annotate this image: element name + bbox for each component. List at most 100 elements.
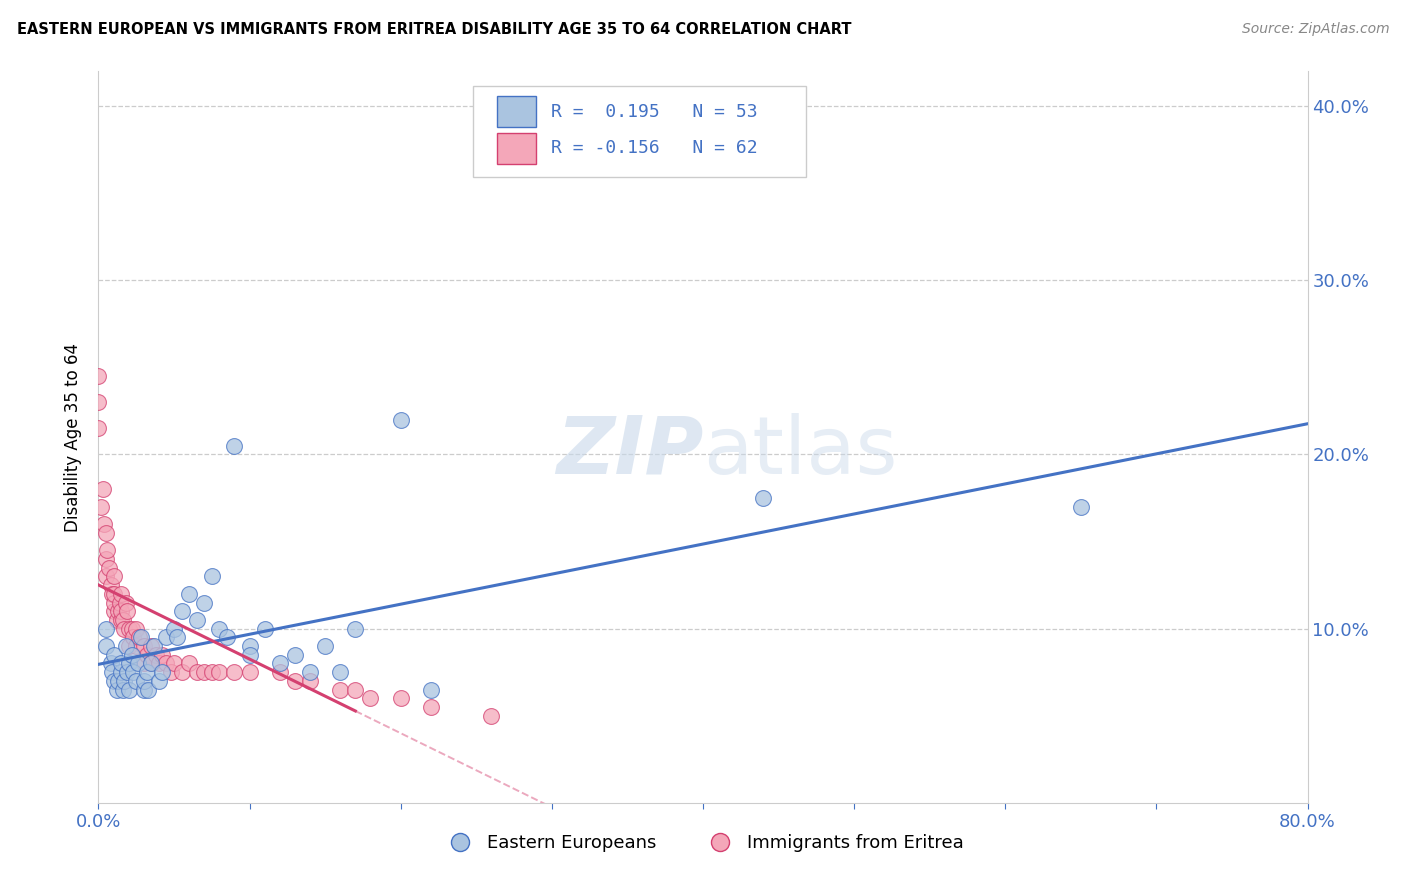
Point xyxy=(103,673,125,688)
Point xyxy=(93,517,115,532)
Point xyxy=(111,613,134,627)
Point xyxy=(208,665,231,680)
Point xyxy=(127,657,149,671)
Point xyxy=(114,595,136,609)
Point xyxy=(115,604,138,618)
Point xyxy=(118,639,141,653)
Point xyxy=(100,578,122,592)
Point xyxy=(1070,500,1092,514)
Point xyxy=(105,613,128,627)
Point xyxy=(299,665,322,680)
Point xyxy=(160,665,183,680)
Point xyxy=(215,631,238,645)
Point xyxy=(163,622,186,636)
Point xyxy=(170,604,193,618)
Point xyxy=(186,665,208,680)
Point xyxy=(239,665,262,680)
Point xyxy=(201,569,224,583)
Point xyxy=(155,657,177,671)
Point xyxy=(107,673,129,688)
FancyBboxPatch shape xyxy=(498,96,536,127)
Point xyxy=(122,665,145,680)
Point xyxy=(98,560,121,574)
Point xyxy=(128,631,150,645)
Point xyxy=(115,665,138,680)
Point xyxy=(299,673,322,688)
Point xyxy=(118,682,141,697)
Point xyxy=(179,587,201,601)
Point xyxy=(94,552,117,566)
Point xyxy=(110,604,132,618)
Point xyxy=(132,673,155,688)
Point xyxy=(239,639,262,653)
Legend: Eastern Europeans, Immigrants from Eritrea: Eastern Europeans, Immigrants from Eritr… xyxy=(434,827,972,860)
Point xyxy=(389,412,412,426)
Text: atlas: atlas xyxy=(703,413,897,491)
Y-axis label: Disability Age 35 to 64: Disability Age 35 to 64 xyxy=(65,343,83,532)
Text: R = -0.156   N = 62: R = -0.156 N = 62 xyxy=(551,139,758,157)
Point xyxy=(129,631,152,645)
Point xyxy=(752,491,775,505)
Point xyxy=(163,657,186,671)
Point xyxy=(108,595,131,609)
Point xyxy=(284,648,307,662)
Point xyxy=(125,673,148,688)
Point xyxy=(186,613,208,627)
Point xyxy=(96,543,118,558)
Point xyxy=(111,682,134,697)
Point xyxy=(105,682,128,697)
Point xyxy=(148,673,170,688)
Point xyxy=(90,500,112,514)
Point xyxy=(94,525,117,540)
Point xyxy=(87,395,110,409)
Point xyxy=(208,622,231,636)
Point xyxy=(136,682,159,697)
Point xyxy=(125,639,148,653)
Text: Source: ZipAtlas.com: Source: ZipAtlas.com xyxy=(1241,22,1389,37)
Point xyxy=(150,648,173,662)
Point xyxy=(420,682,443,697)
Point xyxy=(103,569,125,583)
Point xyxy=(360,691,382,706)
Point xyxy=(284,673,307,688)
Point xyxy=(193,595,215,609)
Point xyxy=(94,569,117,583)
Point xyxy=(155,631,177,645)
Point xyxy=(481,708,503,723)
Point xyxy=(193,665,215,680)
Point xyxy=(87,421,110,435)
Point xyxy=(135,648,157,662)
Point xyxy=(132,682,155,697)
Text: ZIP: ZIP xyxy=(555,413,703,491)
Point xyxy=(329,665,352,680)
Point xyxy=(94,639,117,653)
Point xyxy=(132,639,155,653)
Text: R =  0.195   N = 53: R = 0.195 N = 53 xyxy=(551,103,758,120)
Point xyxy=(143,639,166,653)
Point xyxy=(224,439,246,453)
FancyBboxPatch shape xyxy=(474,86,806,178)
Point xyxy=(329,682,352,697)
Point xyxy=(141,639,163,653)
Point xyxy=(101,665,124,680)
Point xyxy=(112,673,135,688)
Point xyxy=(420,700,443,714)
Point xyxy=(103,587,125,601)
Point xyxy=(239,648,262,662)
Point xyxy=(114,639,136,653)
Point xyxy=(269,665,291,680)
Point xyxy=(94,622,117,636)
Point xyxy=(87,369,110,384)
Point xyxy=(103,595,125,609)
Point xyxy=(135,665,157,680)
Point xyxy=(141,657,163,671)
Point xyxy=(100,657,122,671)
Point xyxy=(103,604,125,618)
Point xyxy=(132,657,155,671)
Point xyxy=(344,622,367,636)
Point xyxy=(91,483,114,497)
Point xyxy=(389,691,412,706)
Point xyxy=(110,657,132,671)
Point xyxy=(101,587,124,601)
Point xyxy=(121,622,143,636)
